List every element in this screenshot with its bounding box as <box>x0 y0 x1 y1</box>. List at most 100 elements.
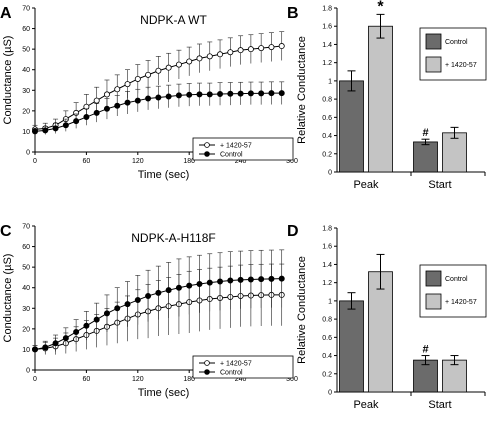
legend-swatch <box>425 270 442 287</box>
data-point <box>134 97 141 104</box>
y-tick-label: 1.4 <box>322 42 332 49</box>
data-point <box>247 90 254 97</box>
data-point <box>114 305 121 312</box>
y-tick-label: 1 <box>328 78 332 85</box>
data-point <box>237 276 244 283</box>
legend: Control + 1420-57 <box>419 27 487 81</box>
data-point <box>186 282 193 289</box>
panel-title: NDPK-A-H118F <box>131 231 215 245</box>
data-point <box>32 128 39 135</box>
y-axis-label: Conductance (µS) <box>2 254 14 343</box>
y-tick-label: 0 <box>26 150 30 157</box>
y-tick-label: 0.4 <box>322 133 332 140</box>
y-tick-label: 0.8 <box>322 317 332 324</box>
y-tick-label: 30 <box>22 306 30 313</box>
data-point <box>155 289 162 296</box>
x-tick-label: 180 <box>183 376 195 383</box>
data-point <box>93 97 100 104</box>
data-point <box>145 292 152 299</box>
x-tick-label: 180 <box>183 158 195 165</box>
bar <box>413 141 438 173</box>
panel-letter: A <box>0 5 12 22</box>
series-control <box>32 81 285 135</box>
data-point <box>227 90 234 97</box>
data-point <box>175 92 182 99</box>
panel-letter: B <box>287 5 299 22</box>
category-label: Peak <box>353 399 379 411</box>
y-tick-label: 70 <box>22 6 30 13</box>
data-point <box>165 287 172 294</box>
significance-marker: # <box>422 344 428 356</box>
data-point <box>217 51 224 58</box>
y-tick-label: 20 <box>22 326 30 333</box>
bar <box>339 300 364 393</box>
legend-marker <box>204 369 210 375</box>
legend-swatch <box>425 56 442 73</box>
data-point <box>145 95 152 102</box>
legend-swatch <box>425 33 442 50</box>
legend-marker <box>204 151 210 157</box>
data-point <box>186 58 193 65</box>
category-label: Peak <box>353 179 379 191</box>
x-tick-label: 60 <box>83 158 91 165</box>
legend-label: + 1420-57 <box>220 361 252 368</box>
y-tick-label: 50 <box>22 265 30 272</box>
bar <box>413 359 438 393</box>
y-tick-label: 1.8 <box>322 226 332 233</box>
data-point <box>103 105 110 112</box>
data-point <box>206 53 213 60</box>
data-point <box>83 114 90 121</box>
data-point <box>278 43 285 50</box>
data-point <box>175 284 182 291</box>
data-point <box>278 90 285 97</box>
panel-c: C NDPK-A-H118F 0 10 20 30 40 50 60 70 0 60 120 180 240… <box>0 223 298 399</box>
data-point <box>258 276 265 283</box>
data-point <box>114 86 121 93</box>
data-point <box>62 335 69 342</box>
legend-label: Control <box>445 276 468 283</box>
data-point <box>278 275 285 282</box>
data-point <box>52 340 59 347</box>
bar <box>442 359 467 393</box>
bar <box>368 25 393 173</box>
data-point <box>247 276 254 283</box>
bar <box>368 271 393 393</box>
data-point <box>237 47 244 54</box>
data-point <box>165 64 172 71</box>
x-tick-label: 0 <box>33 376 37 383</box>
data-point <box>83 322 90 329</box>
data-point <box>145 71 152 78</box>
x-tick-label: 300 <box>286 376 298 383</box>
y-tick-label: 0.2 <box>322 151 332 158</box>
panel-letter: D <box>287 223 299 240</box>
panel-letter: C <box>0 223 12 240</box>
data-point <box>227 277 234 284</box>
bar <box>339 80 364 173</box>
x-tick-label: 240 <box>235 376 247 383</box>
data-point <box>73 118 80 125</box>
data-point <box>206 91 213 98</box>
category-label: Start <box>428 179 451 191</box>
data-point <box>268 44 275 51</box>
data-point <box>103 91 110 98</box>
data-point <box>268 90 275 97</box>
y-tick-label: 40 <box>22 285 30 292</box>
y-tick-label: 1.2 <box>322 60 332 67</box>
data-point <box>114 102 121 109</box>
y-tick-label: 60 <box>22 244 30 251</box>
x-tick-label: 300 <box>286 158 298 165</box>
x-tick-label: 120 <box>132 158 144 165</box>
bar <box>442 132 467 173</box>
data-point <box>62 122 69 129</box>
data-point <box>134 297 141 304</box>
panel-d: D 0 0.2 0.4 0.6 0.8 1 1.2 1.4 1.6 1.8 Relative Cond… <box>287 223 487 411</box>
data-point <box>196 55 203 62</box>
data-point <box>175 61 182 68</box>
y-axis-label: Relative Conductance <box>296 36 308 144</box>
legend: Control + 1420-57 <box>419 264 487 318</box>
legend: + 1420-57 Control <box>192 355 294 379</box>
y-tick-label: 60 <box>22 26 30 33</box>
data-point <box>206 279 213 286</box>
data-point <box>134 75 141 82</box>
